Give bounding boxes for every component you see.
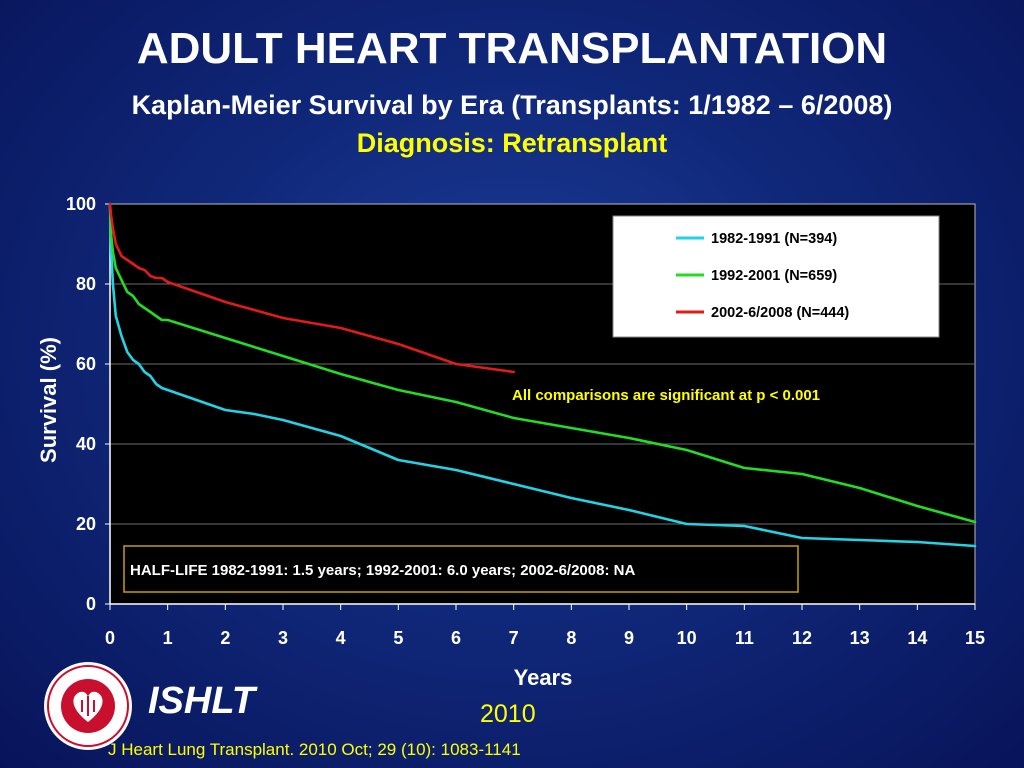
x-tick-label: 8 [566, 628, 576, 648]
x-tick-label: 12 [792, 628, 812, 648]
series-line-2 [108, 202, 516, 374]
legend-box [612, 215, 940, 338]
org-label: ISHLT [148, 680, 255, 722]
x-tick-label: 5 [393, 628, 403, 648]
x-tick-label: 2 [220, 628, 230, 648]
x-tick-label: 10 [677, 628, 697, 648]
x-tick-label: 7 [509, 628, 519, 648]
diagnosis-label: Diagnosis: Retransplant [356, 128, 668, 158]
x-tick-label: 9 [624, 628, 634, 648]
y-tick-label: 0 [86, 594, 96, 614]
y-tick-label: 20 [76, 514, 96, 534]
x-tick-label: 13 [850, 628, 870, 648]
year-label: 2010 [480, 700, 536, 728]
y-tick-label: 100 [66, 194, 96, 214]
citation-label: J Heart Lung Transplant. 2010 Oct; 29 (1… [108, 740, 521, 759]
series-line-1 [108, 202, 977, 524]
y-tick-label: 40 [76, 434, 96, 454]
legend-label-2: 2002-6/2008 (N=444) [711, 305, 849, 321]
x-tick-label: 3 [278, 628, 288, 648]
legend-label-0: 1982-1991 (N=394) [711, 231, 837, 247]
ishlt-logo-icon [44, 662, 132, 750]
x-tick-label: 6 [451, 628, 461, 648]
series-layer [108, 202, 977, 548]
legend-label-1: 1992-2001 (N=659) [711, 268, 837, 284]
legend: 1982-1991 (N=394) 1992-2001 (N=659) 2002-6… [612, 215, 940, 338]
page-subtitle: Kaplan-Meier Survival by Era (Transplant… [131, 90, 893, 120]
x-axis-label: Years [514, 665, 573, 690]
x-tick-label: 14 [907, 628, 927, 648]
x-tick-label: 4 [336, 628, 346, 648]
significance-annotation: All comparisons are significant at p < 0… [512, 387, 820, 404]
y-tick-label: 60 [76, 354, 96, 374]
half-life-box: HALF-LIFE 1982-1991: 1.5 years; 1992-200… [123, 545, 799, 593]
half-life-annotation: HALF-LIFE 1982-1991: 1.5 years; 1992-200… [130, 562, 635, 579]
series-line-0 [108, 202, 977, 548]
x-tick-label: 1 [163, 628, 173, 648]
y-axis-label: Survival (%) [36, 337, 61, 463]
x-tick-label: 0 [105, 628, 115, 648]
x-tick-label: 11 [735, 628, 754, 648]
page-title: ADULT HEART TRANSPLANTATION [136, 24, 888, 73]
y-tick-label: 80 [76, 274, 96, 294]
x-tick-label: 15 [965, 628, 985, 648]
grid-lines [110, 283, 975, 525]
